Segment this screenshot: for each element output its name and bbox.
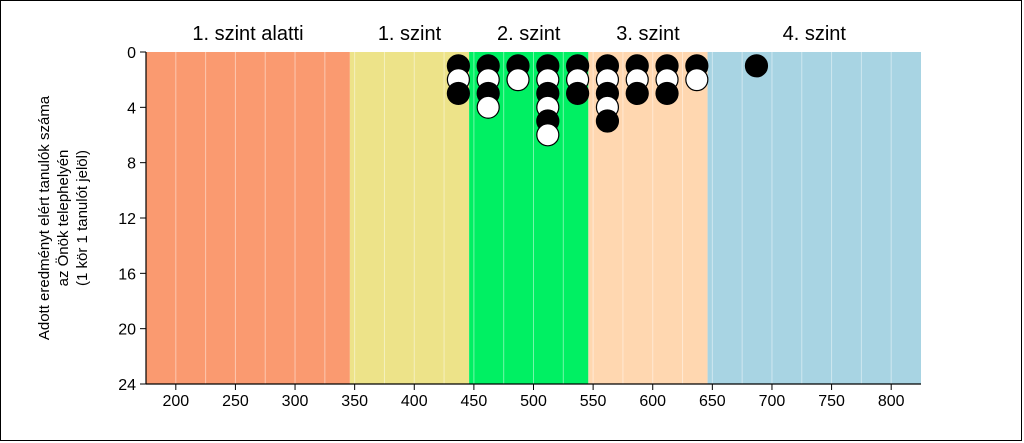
student-dot (685, 68, 709, 92)
y-axis-title: Adott eredményt elért tanulók száma az Ön… (36, 95, 91, 340)
student-dot (506, 68, 530, 92)
level-label: 3. szint (616, 23, 680, 45)
y-tick-label: 0 (127, 45, 136, 62)
student-dot (595, 109, 620, 133)
x-tick-label: 500 (520, 393, 547, 410)
x-tick-label: 250 (222, 393, 249, 410)
y-tick-label: 12 (118, 211, 136, 228)
y-axis-label-line: az Önök telephelyén (54, 150, 72, 287)
student-dot (476, 95, 500, 119)
y-tick-label: 4 (127, 100, 136, 117)
x-tick-label: 550 (580, 393, 607, 410)
axes (140, 51, 921, 390)
level-labels: 1. szint alatti 1. szint 2. szint 3. szint 4… (192, 23, 846, 45)
level-label: 1. szint alatti (192, 23, 303, 45)
x-tick-label: 650 (699, 393, 726, 410)
level-bands (146, 52, 921, 384)
x-tick-label: 400 (401, 393, 428, 410)
student-dots (446, 54, 769, 147)
y-axis-label-line: (1 kör 1 tanulót jelöl) (74, 150, 91, 286)
student-dot (655, 81, 679, 106)
y-axis-label-line: Adott eredményt elért tanulók száma (36, 95, 53, 340)
x-tick-label: 700 (759, 393, 786, 410)
level-label: 2. szint (497, 23, 561, 45)
student-dot (446, 81, 470, 106)
x-tick-label: 200 (162, 393, 189, 410)
x-tick-label: 800 (878, 393, 905, 410)
level-band-5 (707, 52, 921, 384)
x-tick-label: 600 (639, 393, 666, 410)
x-tick-label: 350 (341, 393, 368, 410)
y-tick-label: 8 (127, 156, 136, 173)
x-tick-label: 750 (818, 393, 845, 410)
student-dot (536, 123, 560, 147)
student-dot (744, 54, 769, 78)
y-tick-label: 20 (118, 322, 136, 339)
level-band-2 (349, 52, 470, 384)
level-band-1 (146, 52, 350, 384)
y-tick-label: 16 (118, 266, 136, 283)
y-tick-label: 24 (118, 377, 136, 394)
vertical-grid (175, 52, 892, 384)
x-tick-label: 450 (461, 393, 488, 410)
tick-labels: 0 4 8 12 16 20 24 200 250 300 350 400 450 500 550 600 65… (118, 45, 904, 410)
level-label: 4. szint (783, 23, 847, 45)
student-dot (625, 81, 649, 106)
student-dot (566, 81, 590, 106)
level-label: 1. szint (378, 23, 442, 45)
y-axis-label: Adott eredményt elért tanulók száma az Ön… (36, 95, 91, 340)
x-tick-label: 300 (282, 393, 309, 410)
